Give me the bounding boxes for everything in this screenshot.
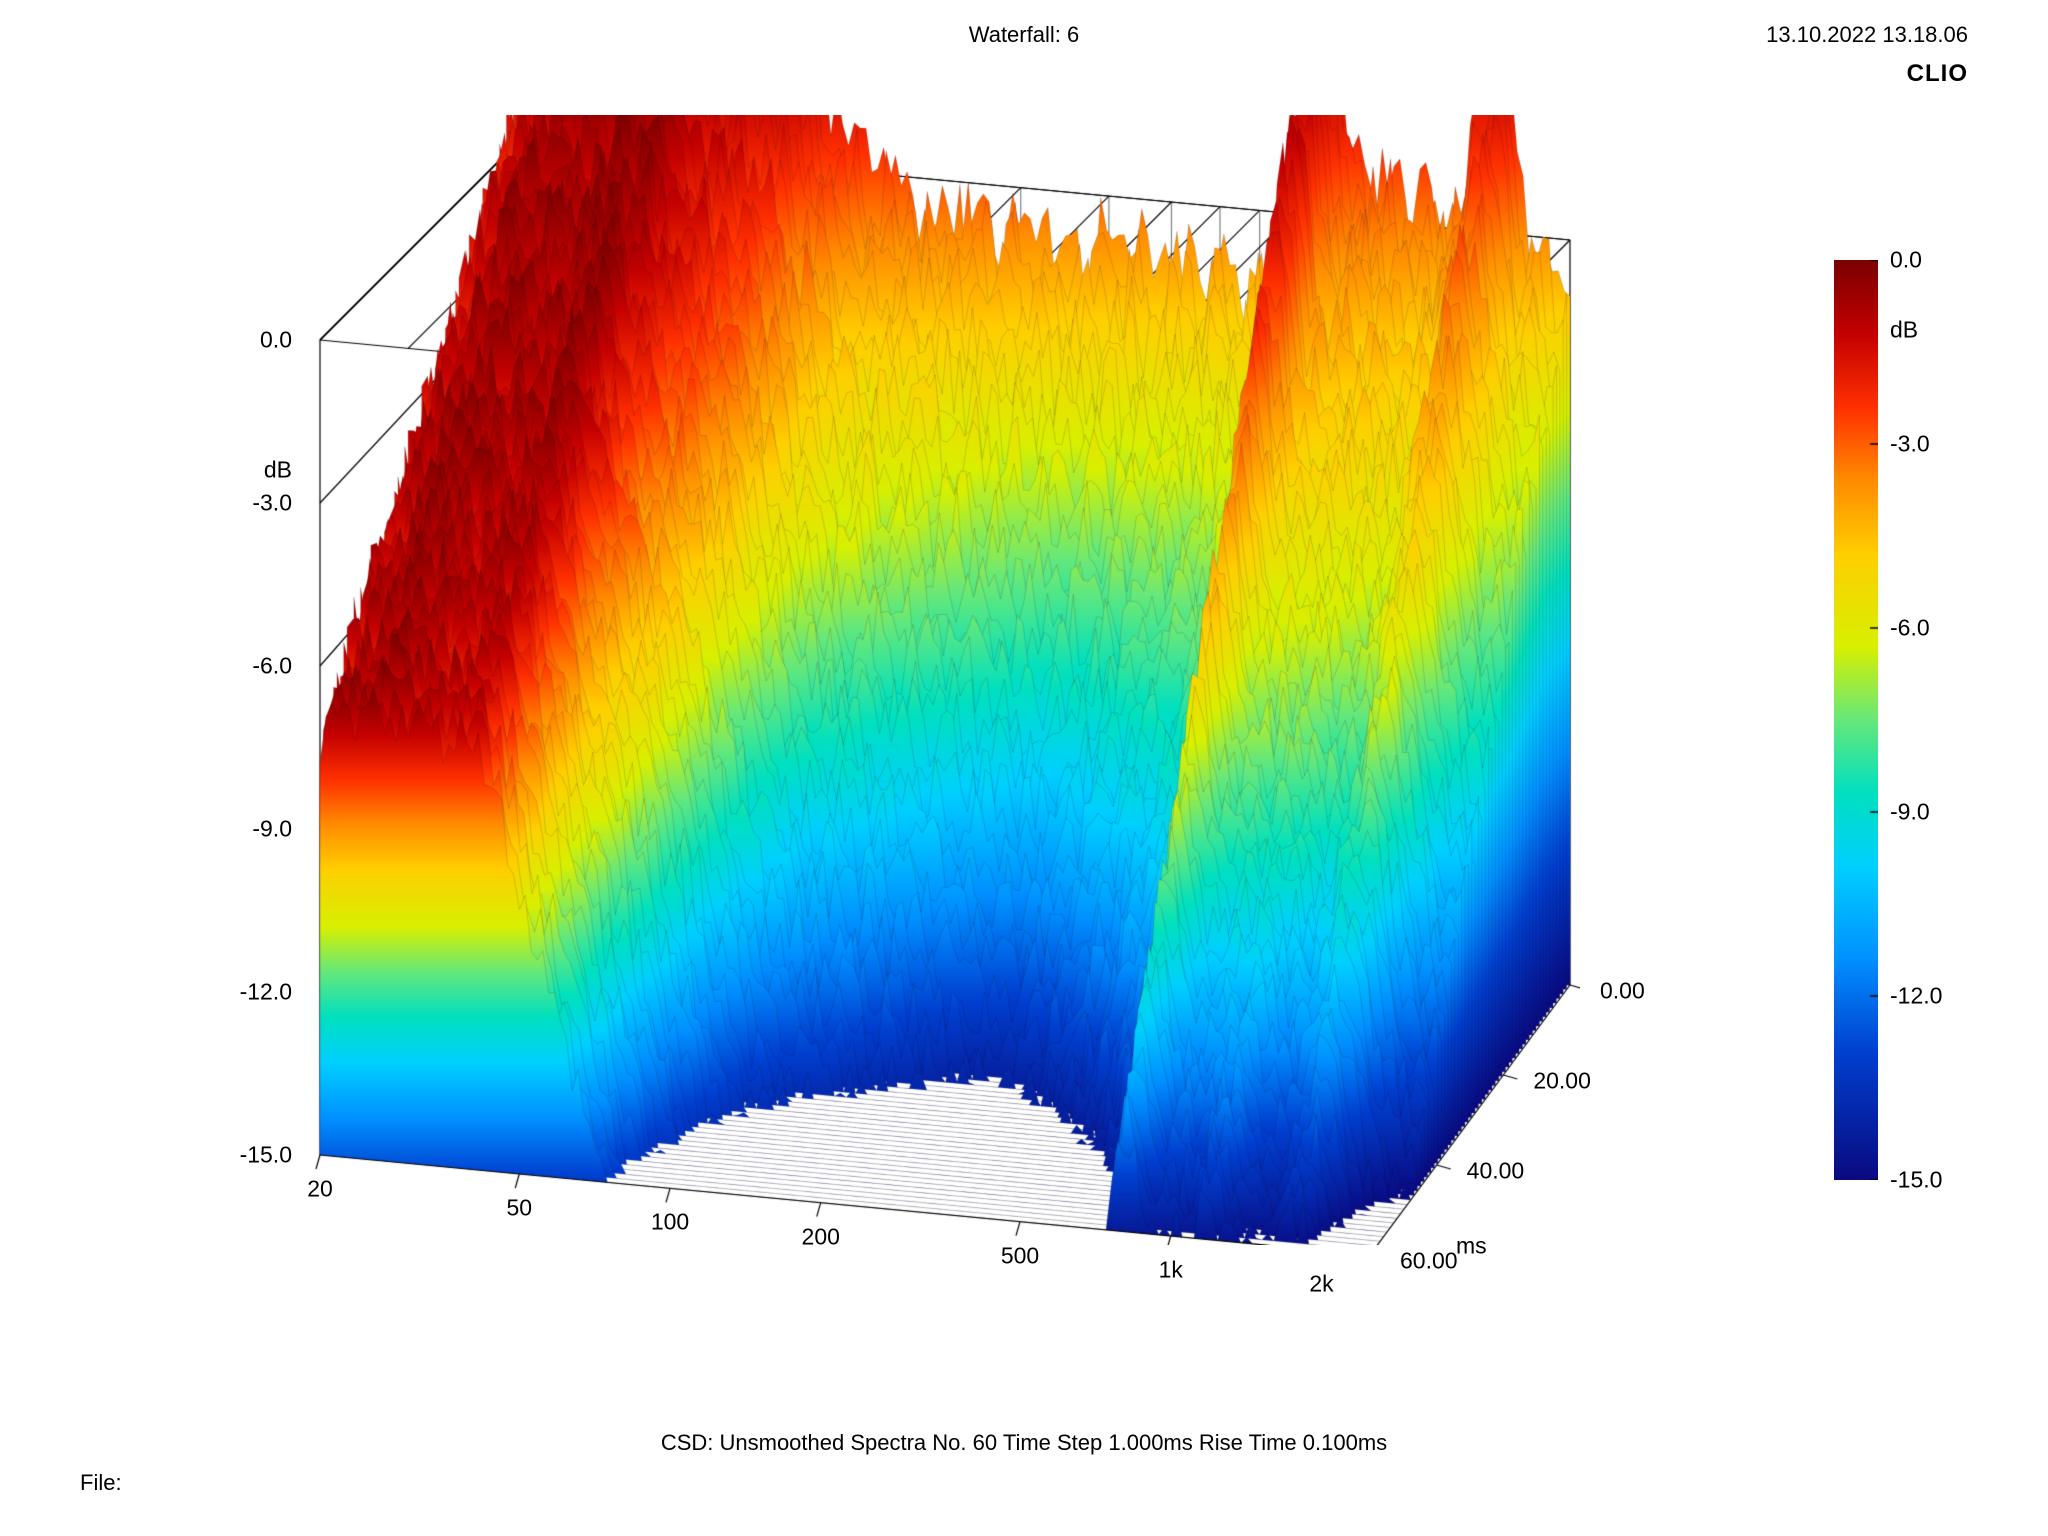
waterfall-canvas [180,115,1580,1245]
timestamp: 13.10.2022 13.18.06 [1766,22,1968,48]
page: Waterfall: 6 13.10.2022 13.18.06 CLIO 0.… [0,0,2048,1536]
axis-tick-label: -3.0 [252,490,292,517]
colorbar-tick-label: -3.0 [1890,431,1930,458]
axis-tick-label: -15.0 [240,1142,292,1169]
axis-tick-label: 200 [802,1223,840,1250]
axis-tick-label: 0.00 [1600,978,1645,1005]
colorbar-tick-label: -12.0 [1890,983,1942,1010]
colorbar: 0.0-3.0-6.0-9.0-12.0-15.0dB [1834,260,1878,1180]
colorbar-tick-label: -15.0 [1890,1167,1942,1194]
axis-tick-label: 40.00 [1467,1158,1525,1185]
colorbar-tick-label: -6.0 [1890,615,1930,642]
axis-tick-label: -12.0 [240,979,292,1006]
colorbar-unit: dB [1890,317,1918,344]
brand-label: CLIO [1907,60,1968,88]
axis-tick-label: dB [264,456,292,483]
footer-info: CSD: Unsmoothed Spectra No. 60 Time Step… [0,1430,2048,1456]
axis-tick-label: -6.0 [252,653,292,680]
chart-title: Waterfall: 6 [0,22,2048,48]
axis-tick-label: ms [1456,1233,1487,1260]
colorbar-gradient [1834,260,1878,1180]
axis-tick-label: 1k [1159,1257,1183,1284]
axis-tick-label: 20 [307,1176,333,1203]
waterfall-chart: 0.0-3.0-6.0-9.0-12.0-15.0dB 205010020050… [180,115,1580,1245]
axis-tick-label: 500 [1001,1242,1039,1269]
axis-tick-label: 2k [1309,1271,1333,1298]
axis-tick-label: 100 [651,1209,689,1236]
axis-tick-label: 60.00 [1400,1248,1458,1275]
colorbar-tick-label: 0.0 [1890,247,1922,274]
footer-file-label: File: [80,1470,122,1496]
axis-tick-label: 0.0 [260,327,292,354]
axis-tick-label: -9.0 [252,816,292,843]
colorbar-tick-label: -9.0 [1890,799,1930,826]
axis-tick-label: 50 [506,1194,532,1221]
axis-tick-label: 20.00 [1533,1068,1591,1095]
